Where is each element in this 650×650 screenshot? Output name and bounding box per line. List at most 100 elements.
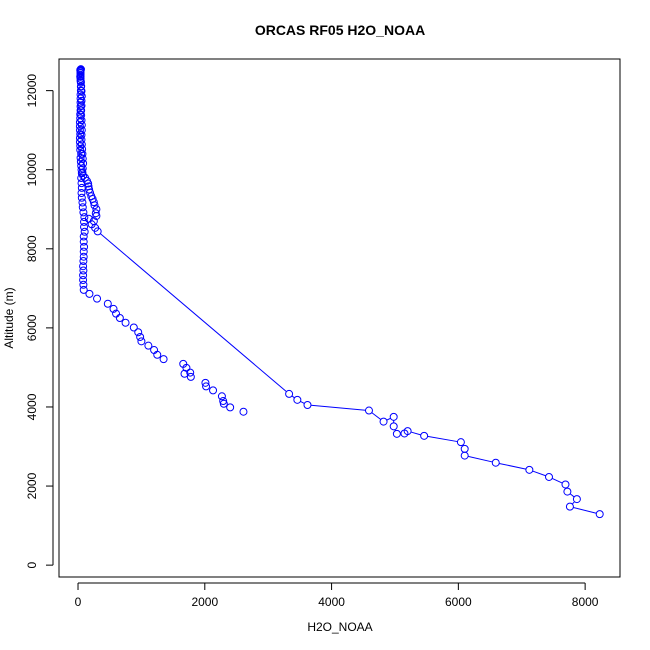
data-point xyxy=(75,122,84,131)
y-tick-label: 12000 xyxy=(25,74,39,108)
x-tick-label: 0 xyxy=(75,595,82,609)
data-point xyxy=(77,179,86,188)
data-point xyxy=(179,359,188,368)
data-point xyxy=(79,285,88,294)
data-point xyxy=(80,213,89,222)
series-segment xyxy=(551,477,563,484)
data-point xyxy=(79,208,88,217)
data-point xyxy=(159,355,168,364)
series-segment xyxy=(499,462,527,470)
data-point xyxy=(77,101,86,110)
y-tick-label: 2000 xyxy=(25,472,39,499)
data-point xyxy=(93,294,102,303)
series-1 xyxy=(76,65,248,416)
data-point xyxy=(144,341,153,350)
data-point xyxy=(91,209,100,218)
data-point xyxy=(209,386,218,395)
data-point xyxy=(79,247,88,256)
data-point xyxy=(85,185,94,194)
data-point xyxy=(79,280,88,289)
data-point xyxy=(77,126,86,135)
data-point xyxy=(77,96,86,105)
data-point xyxy=(491,458,500,467)
y-tick-label: 10000 xyxy=(25,153,39,187)
data-point xyxy=(293,395,302,404)
data-point xyxy=(563,487,572,496)
x-axis: 0 2000 4000 6000 8000 xyxy=(75,582,599,609)
data-point xyxy=(77,169,86,178)
data-point xyxy=(89,217,98,226)
data-point xyxy=(79,262,88,271)
data-point xyxy=(79,257,88,266)
data-point xyxy=(77,130,86,139)
data-point xyxy=(77,92,86,101)
data-point xyxy=(303,400,312,409)
series-segment xyxy=(310,404,366,411)
data-point xyxy=(121,318,130,327)
data-point xyxy=(77,106,86,115)
series-layer xyxy=(75,65,604,519)
series-segment xyxy=(291,395,295,399)
series-segment xyxy=(467,455,493,463)
data-point xyxy=(202,382,211,391)
data-point xyxy=(76,90,85,99)
data-point xyxy=(150,346,159,355)
data-point xyxy=(460,444,469,453)
data-point xyxy=(80,242,89,251)
series-segment xyxy=(100,233,287,393)
data-point xyxy=(545,472,554,481)
data-point xyxy=(136,332,145,341)
data-point xyxy=(77,189,86,198)
data-point xyxy=(79,271,88,280)
x-tick-label: 2000 xyxy=(191,595,218,609)
data-point xyxy=(80,227,89,236)
data-point xyxy=(78,154,87,163)
data-point xyxy=(76,102,85,111)
y-axis: 0 2000 4000 6000 8000 10000 12000 xyxy=(25,74,54,568)
data-point xyxy=(79,276,88,285)
data-point xyxy=(561,480,570,489)
data-point xyxy=(201,378,210,387)
data-point xyxy=(76,110,85,119)
data-point xyxy=(137,337,146,346)
data-point xyxy=(456,438,465,447)
y-tick-label: 8000 xyxy=(25,235,39,262)
x-tick-label: 4000 xyxy=(318,595,345,609)
data-point xyxy=(76,77,85,86)
data-point xyxy=(392,429,401,438)
data-point xyxy=(219,397,228,406)
data-point xyxy=(400,429,409,438)
chart-title: ORCAS RF05 H2O_NOAA xyxy=(255,22,425,38)
data-point xyxy=(77,121,86,130)
data-point xyxy=(79,237,88,246)
data-point xyxy=(76,130,85,139)
data-point xyxy=(77,193,86,202)
data-point xyxy=(76,98,85,107)
data-point xyxy=(103,299,112,308)
data-point xyxy=(129,323,138,332)
y-tick-label: 4000 xyxy=(25,393,39,420)
data-point xyxy=(239,407,248,416)
data-point xyxy=(76,65,85,74)
data-point xyxy=(79,266,88,275)
data-point xyxy=(78,198,87,207)
series-segment xyxy=(371,412,382,420)
data-point xyxy=(77,82,86,91)
data-point xyxy=(78,149,87,158)
series-segment xyxy=(569,493,575,498)
data-point xyxy=(186,372,195,381)
data-point xyxy=(77,87,86,96)
data-point xyxy=(79,252,88,261)
data-point xyxy=(364,406,373,415)
x-axis-label: H2O_NOAA xyxy=(307,620,372,634)
data-point xyxy=(285,389,294,398)
series-segment xyxy=(573,506,597,514)
data-point xyxy=(78,203,87,212)
series-segment xyxy=(300,400,305,404)
data-point xyxy=(92,205,101,214)
data-point xyxy=(77,116,86,125)
series-segment xyxy=(410,431,421,436)
data-point xyxy=(595,510,604,519)
data-point xyxy=(77,183,86,192)
